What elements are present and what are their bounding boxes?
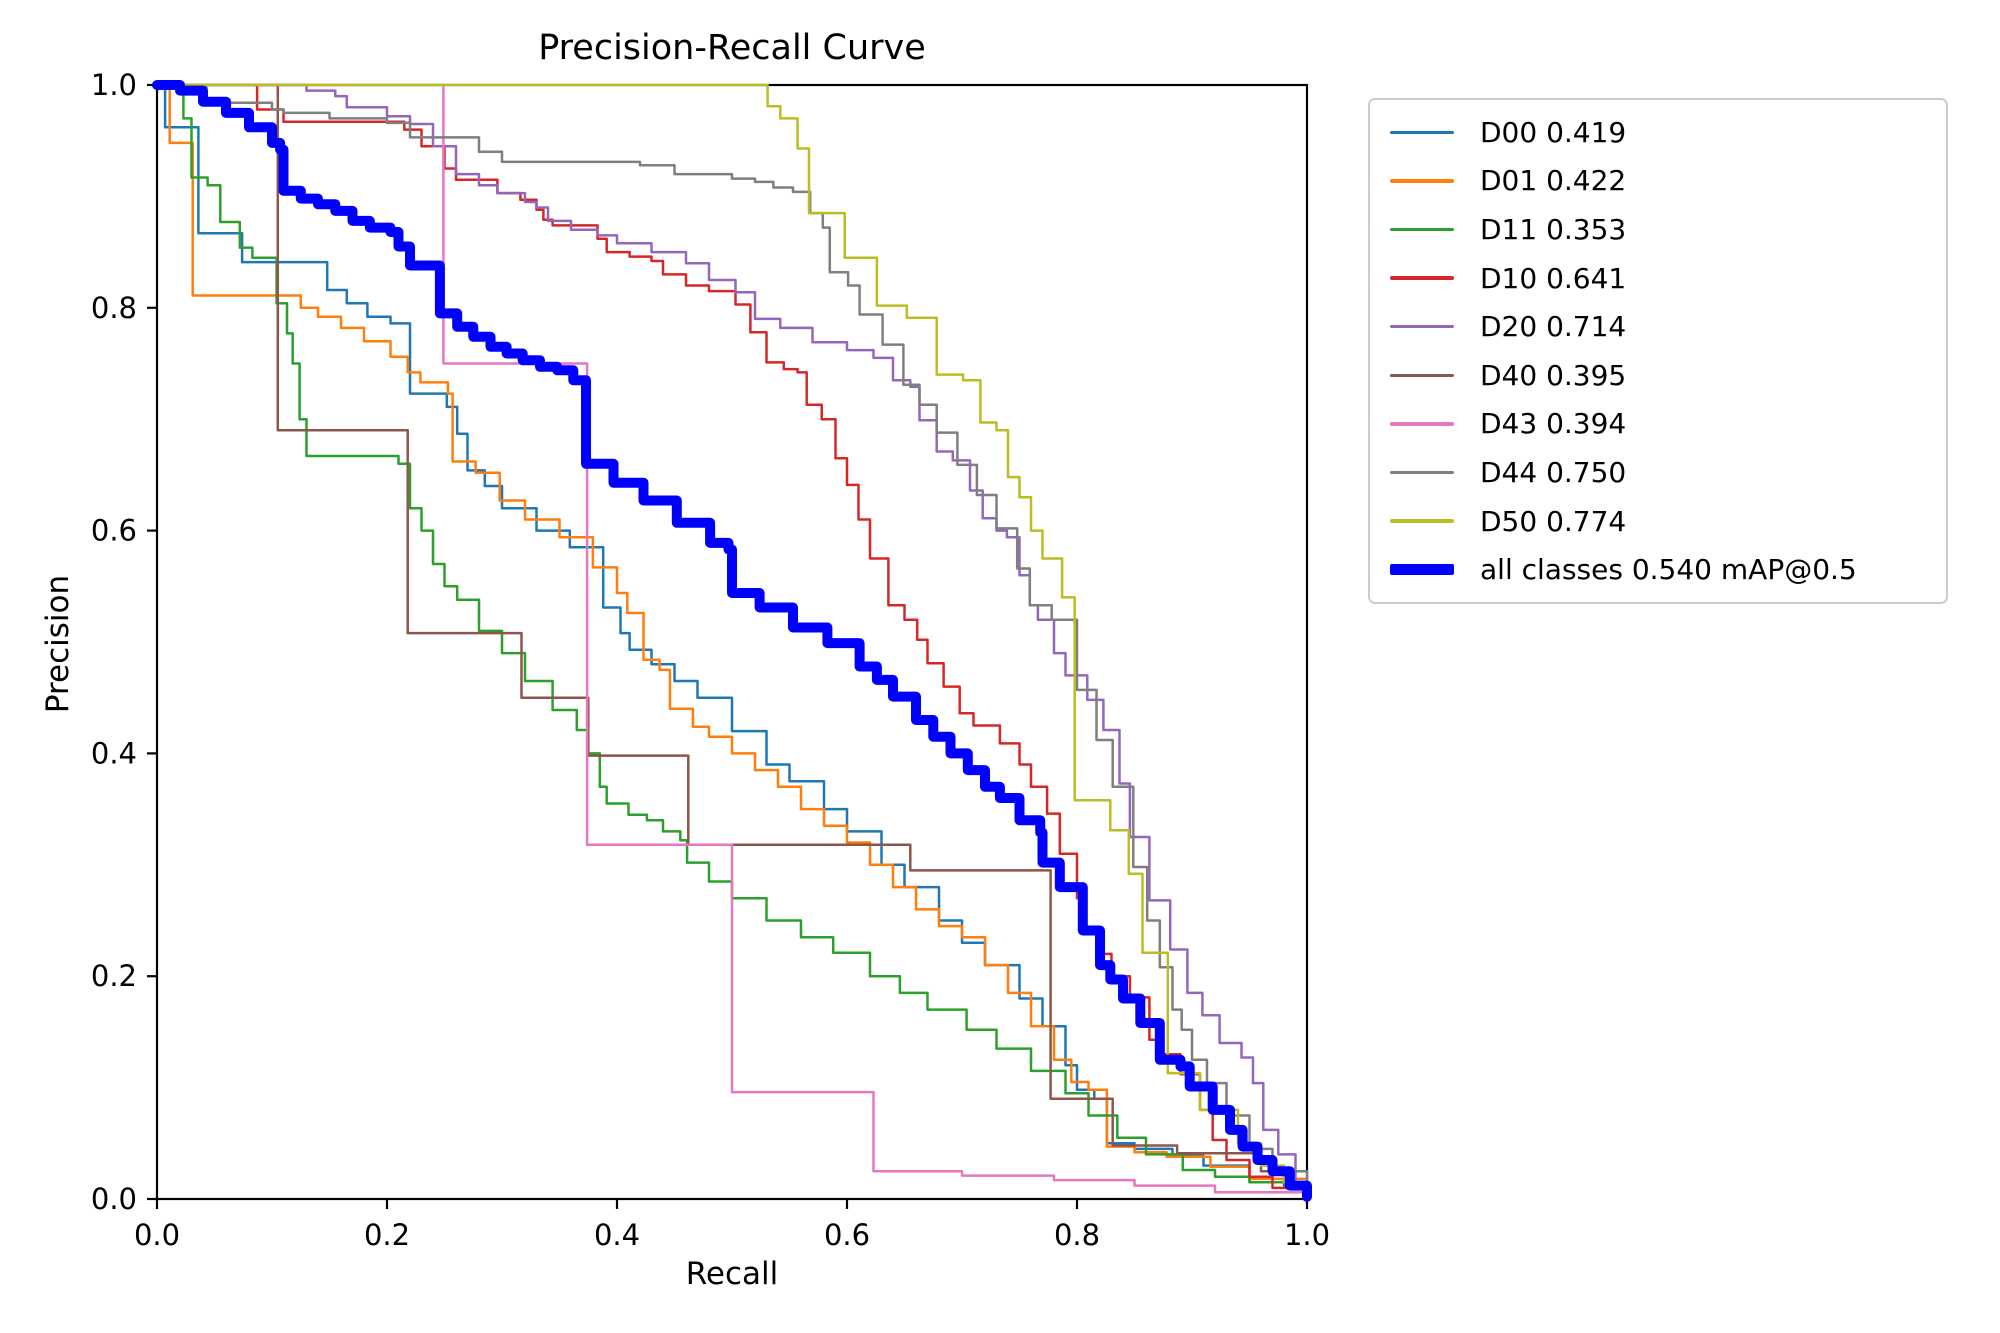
x-tick-label: 0.6 xyxy=(824,1218,870,1252)
axes: 0.0 0.2 0.4 0.6 0.8 1.0 0.0 0.2 0.4 0.6 0.8 1.0 xyxy=(91,68,1330,1252)
legend-label: D10 0.641 xyxy=(1480,261,1627,295)
x-tick-label: 0.8 xyxy=(1054,1218,1100,1252)
legend-label: D00 0.419 xyxy=(1480,115,1627,149)
legend-label: all classes 0.540 mAP@0.5 xyxy=(1480,553,1857,587)
legend-item-D11: D11 0.353 xyxy=(1378,205,1940,254)
x-tick-label: 0.2 xyxy=(364,1218,410,1252)
series-D43 xyxy=(155,83,1309,1200)
legend-line-sample xyxy=(1390,179,1454,183)
legend-item-D50: D50 0.774 xyxy=(1378,497,1940,546)
y-tick-label: 0.4 xyxy=(91,736,137,770)
y-tick-label: 0.6 xyxy=(91,514,137,548)
series-D44 xyxy=(155,83,1309,1199)
legend-item-D01: D01 0.422 xyxy=(1378,157,1940,206)
legend-item-D44: D44 0.750 xyxy=(1378,448,1940,497)
x-axis-label: Recall xyxy=(685,1256,779,1292)
legend-label: D43 0.394 xyxy=(1480,407,1627,441)
series-D01 xyxy=(155,83,1309,1199)
legend-label: D11 0.353 xyxy=(1480,212,1627,246)
series-D50 xyxy=(155,83,1309,1199)
series-D40 xyxy=(155,83,1309,1199)
legend-item-all-classes: all classes 0.540 mAP@0.5 xyxy=(1378,545,1940,594)
curves xyxy=(152,80,1312,1202)
legend-item-D40: D40 0.395 xyxy=(1378,351,1940,400)
y-tick-label: 0.0 xyxy=(91,1182,137,1216)
legend-item-D00: D00 0.419 xyxy=(1378,108,1940,157)
y-tick-label: 0.2 xyxy=(91,959,137,993)
legend-item-D43: D43 0.394 xyxy=(1378,400,1940,449)
legend: D00 0.419 D01 0.422 D11 0.353 D10 0.641 D20 … xyxy=(1368,98,1948,604)
legend-label: D20 0.714 xyxy=(1480,310,1627,344)
legend-item-D10: D10 0.641 xyxy=(1378,254,1940,303)
legend-label: D50 0.774 xyxy=(1480,504,1627,538)
x-tick-label: 1.0 xyxy=(1284,1218,1330,1252)
x-tick-label: 0.4 xyxy=(594,1218,640,1252)
legend-line-sample xyxy=(1390,324,1454,329)
legend-line-sample xyxy=(1390,470,1454,475)
legend-line-sample xyxy=(1390,519,1454,523)
series-all-classes xyxy=(152,80,1312,1202)
legend-line-sample xyxy=(1390,130,1454,135)
legend-line-sample xyxy=(1390,373,1454,378)
chart-title: Precision-Recall Curve xyxy=(538,28,926,68)
x-tick-label: 0.0 xyxy=(134,1218,180,1252)
legend-label: D01 0.422 xyxy=(1480,164,1627,198)
legend-line-sample xyxy=(1390,564,1454,576)
series-D11 xyxy=(155,83,1309,1199)
legend-line-sample xyxy=(1390,276,1454,280)
legend-label: D40 0.395 xyxy=(1480,358,1627,392)
series-D20 xyxy=(155,83,1309,1199)
legend-line-sample xyxy=(1390,422,1454,426)
legend-item-D20: D20 0.714 xyxy=(1378,302,1940,351)
series-D00 xyxy=(155,83,1309,1199)
legend-label: D44 0.750 xyxy=(1480,455,1627,489)
y-tick-label: 1.0 xyxy=(91,68,137,102)
series-D10 xyxy=(155,83,1309,1199)
legend-line-sample xyxy=(1390,227,1454,232)
y-tick-label: 0.8 xyxy=(91,291,137,325)
y-axis-label: Precision xyxy=(40,574,76,714)
